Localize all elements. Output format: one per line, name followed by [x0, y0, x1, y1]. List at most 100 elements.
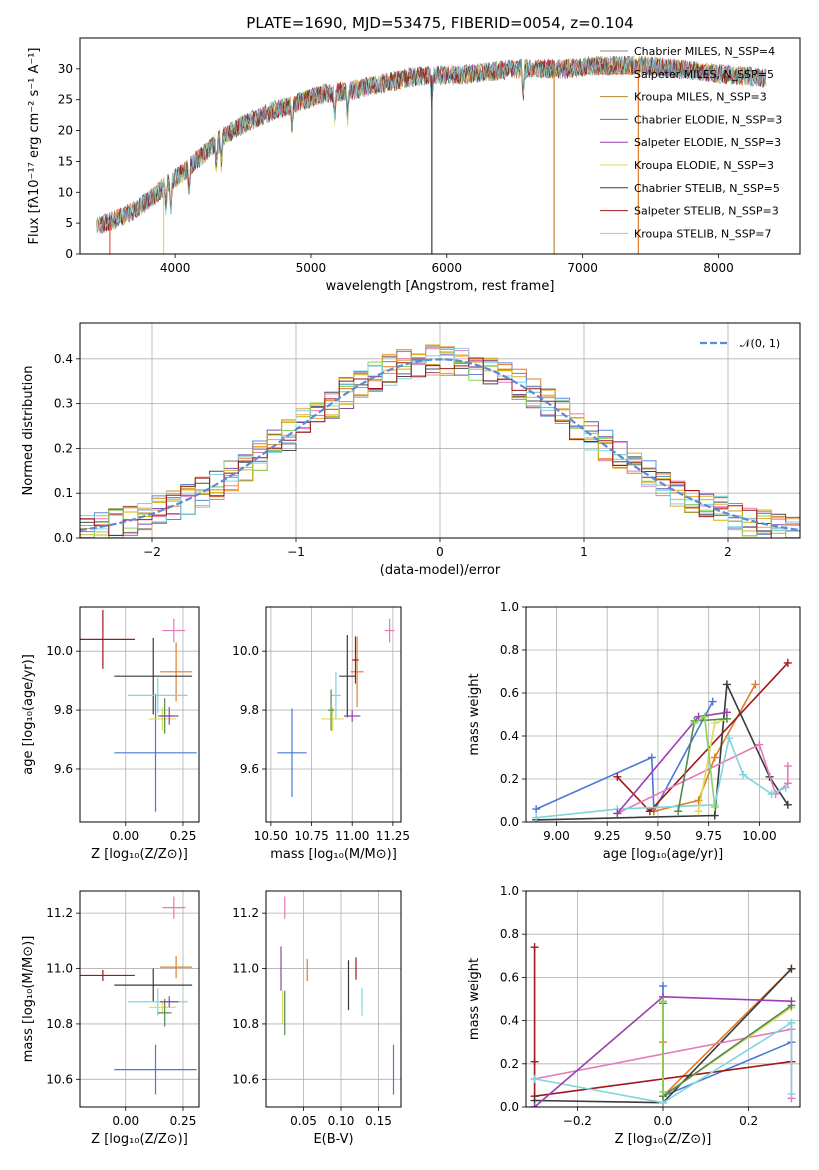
- mass-weight-vs-Z-series-0-marker-0: [659, 982, 667, 991]
- mass-vs-ebv-xtick-label-2: 0.15: [365, 1114, 392, 1128]
- residuals-ytick-label-3: 0.3: [54, 397, 73, 411]
- mass-weight-vs-Z-xtick-label-2: 0.2: [739, 1114, 758, 1128]
- mass-vs-ebv-frame: [265, 890, 402, 1108]
- spectrum-legend-label-5: Kroupa ELODIE, N_SSP=3: [634, 159, 774, 172]
- residuals-xtick-label-2: 0: [436, 545, 444, 559]
- mass-weight-vs-age-series-5-marker-6: [781, 783, 790, 792]
- mass-vs-ebv-axes: 0.05 0.10 0.15 10.6 10.8 11.0 11.2 E(B-V): [232, 890, 402, 1147]
- spectrum-legend-label-1: Salpeter MILES, N_SSP=5: [634, 68, 774, 81]
- mass-weight-vs-age-series-0-marker-0: [532, 805, 541, 814]
- age-vs-Z-ytick-label-0: 9.6: [54, 762, 73, 776]
- age-vs-Z-xlabel: Z [log₁₀(Z/Z⊙)]: [91, 847, 188, 862]
- spectrum-frame: [79, 37, 801, 255]
- age-vs-Z-ylabel: age [log₁₀(age/yr)]: [21, 654, 36, 775]
- mass-weight-vs-age-series-1-marker-3: [751, 680, 760, 689]
- age-vs-Z-xtick-label-1: 0.25: [170, 829, 197, 843]
- spectrum-legend-label-8: Kroupa STELIB, N_SSP=7: [634, 227, 772, 240]
- age-vs-mass-ytick-label-0: 9.6: [240, 762, 259, 776]
- mass-weight-vs-age-ytick-label-0: 0.0: [500, 815, 519, 829]
- figure-title: PLATE=1690, MJD=53475, FIBERID=0054, z=0…: [246, 14, 633, 32]
- mass-weight-vs-age-series-9-marker-1: [700, 712, 709, 721]
- age-vs-Z-ytick-label-2: 10.0: [46, 644, 73, 658]
- mass-weight-vs-Z-ytick-label-0: 0.0: [500, 1100, 519, 1114]
- age-vs-mass-marks: [277, 618, 395, 797]
- spectrum-ytick-label-0: 0: [65, 247, 73, 261]
- age-vs-mass-xlabel: mass [log₁₀(M/M⊙)]: [270, 847, 397, 862]
- mass-weight-vs-age-series-5-marker-3: [724, 734, 733, 743]
- age-vs-mass-frame: [265, 606, 402, 823]
- age-vs-mass-xtick-label-3: 11.25: [376, 829, 410, 843]
- spectrum-series-8: [100, 55, 767, 234]
- mass-vs-ebv-ytick-label-1: 10.8: [232, 1017, 259, 1031]
- mass-vs-Z-xtick-label-0: 0.00: [112, 1114, 139, 1128]
- mass-weight-vs-age-series-8-marker-2: [722, 708, 731, 717]
- mass-weight-vs-Z-axes: −0.2 0.0 0.2 0.0 0.2 0.4 0.6 0.8 1.0 Z [log₁₀(Z/Z…: [467, 884, 801, 1147]
- mass-weight-vs-age-frame: [525, 606, 801, 823]
- age-vs-mass-ytick-label-2: 10.0: [232, 644, 259, 658]
- mass-weight-vs-Z-series-9-marker-0: [659, 997, 667, 1006]
- mass-weight-vs-Z-series-5-marker-2: [787, 1018, 796, 1027]
- residuals-frame: [79, 322, 801, 539]
- age-vs-mass-xtick-label-2: 11.00: [335, 829, 369, 843]
- mass-weight-vs-Z-series-5: [534, 1021, 793, 1104]
- mass-weight-vs-age-series-3-marker-2: [722, 680, 731, 689]
- mass-weight-vs-Z-series-5-marker-3: [787, 1090, 796, 1099]
- mass-weight-vs-Z-series-9-marker-1: [659, 1087, 667, 1096]
- residual-hist-9: [80, 347, 800, 536]
- mass-weight-vs-age-series-4-marker-3: [783, 779, 792, 788]
- mass-weight-vs-age-ytick-label-1: 0.2: [500, 772, 519, 786]
- spectrum-ytick-label-5: 25: [58, 93, 73, 107]
- mass-vs-ebv-ytick-label-0: 10.6: [232, 1072, 259, 1086]
- mass-weight-vs-age-axes: 9.00 9.25 9.50 9.75 10.00 0.0 0.2 0.4 0.6 0.8 1.0 a…: [467, 600, 801, 862]
- mass-vs-Z-ylabel: mass [log₁₀(M/M⊙)]: [21, 936, 36, 1063]
- mass-weight-vs-Z-ytick-label-3: 0.6: [500, 970, 519, 984]
- spectrum-ytick-label-2: 10: [58, 185, 73, 199]
- mass-weight-vs-age-xtick-label-0: 9.00: [543, 829, 570, 843]
- age-vs-Z-marks: [80, 609, 197, 812]
- age-vs-mass-xtick-label-0: 10.50: [254, 829, 288, 843]
- mass-weight-vs-age-series-5-marker-0: [532, 813, 541, 822]
- mass-weight-vs-age-series-9-marker-0: [690, 719, 699, 728]
- mass-vs-ebv-marks: [280, 896, 395, 1095]
- age-vs-Z-axes: 0.00 0.25 9.6 9.8 10.0 Z [log₁₀(Z/Z⊙)] age [lo…: [21, 606, 200, 862]
- age-vs-mass-ytick-label-1: 9.8: [240, 703, 259, 717]
- spectrum-marks: [96, 55, 767, 254]
- mass-weight-vs-age-series-0: [535, 701, 714, 815]
- spectrum-xtick-label-1: 5000: [296, 261, 327, 275]
- mass-weight-vs-Z-xlabel: Z [log₁₀(Z/Z⊙)]: [615, 1132, 712, 1147]
- mass-weight-vs-Z-ytick-label-1: 0.2: [500, 1057, 519, 1071]
- mass-weight-vs-age-ytick-label-5: 1.0: [500, 600, 519, 614]
- mass-vs-ebv-xtick-label-1: 0.10: [328, 1114, 355, 1128]
- mass-weight-vs-age-ylabel: mass weight: [467, 673, 482, 755]
- mass-weight-vs-age-series-0-marker-3: [708, 697, 717, 706]
- mass-weight-vs-age-series-6-marker-1: [710, 719, 719, 728]
- residuals-ytick-label-1: 0.1: [54, 486, 73, 500]
- mass-weight-vs-age-series-5-marker-5: [767, 790, 776, 799]
- mass-vs-Z-ytick-label-3: 11.2: [46, 906, 73, 920]
- mass-weight-vs-Z-series-5-marker-0: [530, 1074, 539, 1083]
- spectrum-ylabel: Flux [fλ10⁻¹⁷ erg cm⁻² s⁻¹ A⁻¹]: [27, 48, 42, 245]
- mass-vs-ebv-ytick-label-3: 11.2: [232, 906, 259, 920]
- mass-weight-vs-age-series-0-marker-1: [647, 753, 656, 762]
- spectrum-xtick-label-0: 4000: [160, 261, 191, 275]
- mass-weight-vs-Z-series-8-marker-0: [530, 1103, 539, 1107]
- mass-weight-vs-age-series-3-marker-1: [710, 811, 719, 820]
- mass-weight-vs-Z-frame: [525, 890, 801, 1108]
- age-vs-Z-xtick-label-0: 0.00: [112, 829, 139, 843]
- mass-vs-Z-xlabel: Z [log₁₀(Z/Z⊙)]: [91, 1132, 188, 1147]
- mass-weight-vs-age-series-4-marker-4: [783, 762, 792, 771]
- mass-weight-vs-age-xtick-label-2: 9.50: [645, 829, 672, 843]
- mass-vs-Z-frame: [79, 890, 200, 1108]
- mass-weight-vs-Z-series-8-marker-2: [787, 997, 796, 1006]
- mass-weight-vs-Z-xtick-label-0: −0.2: [563, 1114, 592, 1128]
- mass-weight-vs-Z-ytick-label-5: 1.0: [500, 884, 519, 898]
- mass-weight-vs-age-series-5-marker-4: [739, 770, 748, 779]
- normal-pdf-curve: [80, 358, 800, 532]
- mass-weight-vs-age-xtick-label-4: 10.00: [742, 829, 776, 843]
- mass-weight-vs-age-series-4-marker-1: [755, 740, 764, 749]
- spectrum-legend-label-4: Salpeter ELODIE, N_SSP=3: [634, 136, 781, 149]
- age-vs-mass-axes: 10.50 10.75 11.00 11.25 9.6 9.8 10.0 mass [log₁…: [232, 606, 410, 862]
- mass-vs-Z-ytick-label-2: 11.0: [46, 962, 73, 976]
- mass-weight-vs-Z-xtick-label-1: 0.0: [653, 1114, 672, 1128]
- mass-weight-vs-age-xlabel: age [log₁₀(age/yr)]: [603, 847, 724, 862]
